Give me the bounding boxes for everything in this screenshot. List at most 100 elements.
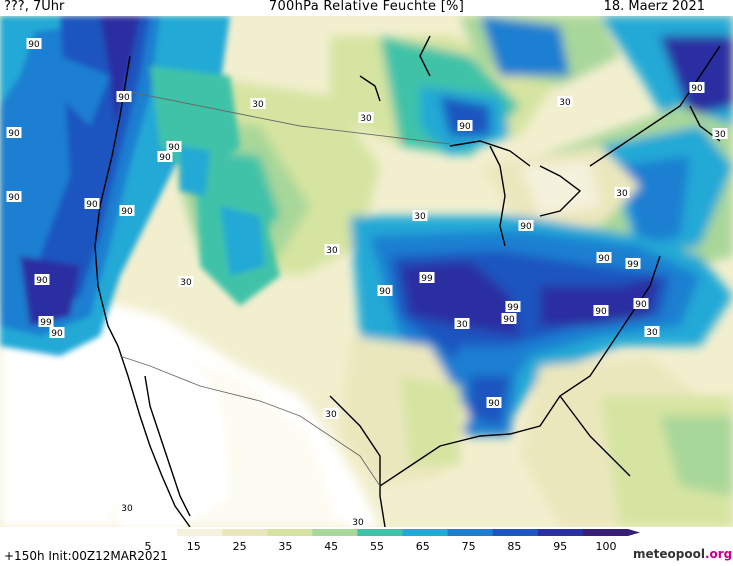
contour-label: 90	[518, 220, 534, 232]
contour-label-bg	[84, 198, 100, 209]
legend-tick-label: 35	[278, 540, 292, 553]
contour-label-text: 30	[325, 410, 337, 420]
legend-tick-label: 55	[370, 540, 384, 553]
contour-label: 30	[323, 408, 339, 420]
contour-label: 30	[350, 516, 366, 527]
contour-label-bg	[486, 397, 502, 408]
contour-label-bg	[633, 298, 649, 309]
coastlines	[94, 35, 721, 527]
legend-tick-label: 45	[324, 540, 338, 553]
contour-label-text: 90	[520, 222, 532, 232]
contour-label-text: 30	[456, 320, 468, 330]
contour-label-bg	[49, 327, 65, 338]
contour-label-text: 99	[421, 274, 433, 284]
legend-swatch	[492, 529, 539, 536]
brand-logo[interactable]: meteopool.org	[633, 547, 732, 561]
contour-label-bg	[119, 205, 135, 216]
contour-label-text: 90	[28, 40, 40, 50]
contour-label-bg	[250, 98, 266, 109]
contour-label-bg	[350, 516, 366, 527]
contour-label-text: 90	[379, 287, 391, 297]
legend-tick-label: 25	[233, 540, 247, 553]
contour-label: 99	[625, 258, 641, 270]
contour-label-text: 90	[635, 300, 647, 310]
contour-label: 99	[38, 316, 54, 328]
legend-tick-label: 85	[507, 540, 521, 553]
contour-label: 30	[614, 187, 630, 199]
legend-tick-label: 5	[145, 540, 152, 553]
contour-label-bg	[119, 502, 135, 513]
contour-label-text: 90	[168, 143, 180, 153]
contour-label-text: 90	[595, 307, 607, 317]
contour-label-text: 30	[121, 504, 133, 514]
contour-label: 90	[457, 120, 473, 132]
contour-label: 30	[119, 502, 135, 514]
contour-label-bg	[26, 38, 42, 49]
contour-label: 90	[6, 127, 22, 139]
contour-label-text: 30	[714, 130, 726, 140]
contour-label-bg	[157, 151, 173, 162]
forecast-init: +150h Init:00Z12MAR2021	[4, 549, 168, 563]
contour-label-bg	[166, 141, 182, 152]
contour-label: 90	[633, 298, 649, 310]
borders	[119, 91, 451, 487]
contour-label: 30	[178, 276, 194, 288]
contour-label-text: 30	[616, 189, 628, 199]
contour-label: 30	[412, 210, 428, 222]
contour-label: 30	[250, 98, 266, 110]
legend-swatch	[267, 529, 313, 536]
contour-label-text: 90	[598, 254, 610, 264]
contour-label: 30	[454, 318, 470, 330]
contour-label-text: 90	[159, 153, 171, 163]
legend-swatch	[132, 529, 178, 536]
legend-tick-label: 75	[462, 540, 476, 553]
contour-label: 90	[501, 313, 517, 325]
brand-name: meteopool	[633, 547, 705, 561]
contour-label-bg	[518, 220, 534, 231]
contour-label: 90	[689, 82, 705, 94]
legend-swatch	[582, 529, 629, 536]
contour-label-bg	[34, 274, 50, 285]
contour-label: 90	[377, 285, 393, 297]
valid-date: 18. Maerz 2021	[603, 0, 705, 14]
contour-label-bg	[644, 326, 660, 337]
contour-label-text: 90	[8, 193, 20, 203]
brand-tld: .org	[704, 547, 733, 561]
contour-label-bg	[6, 127, 22, 138]
contour-label: 90	[116, 91, 132, 103]
contour-label: 90	[34, 274, 50, 286]
legend-swatch	[177, 529, 223, 536]
legend-arrow	[628, 529, 640, 536]
legend-swatch	[222, 529, 268, 536]
legend-swatch	[312, 529, 358, 536]
valid-time: ???, 7Uhr	[4, 0, 65, 14]
humidity-map: 90 90 30 30 90 30 90 30 90 90 90 90 90 90 30 30 90 30 30 90…	[0, 16, 733, 527]
contour-label: 90	[157, 151, 173, 163]
contour-label: 30	[644, 326, 660, 338]
contour-label-bg	[178, 276, 194, 287]
legend-tick-label: 65	[416, 540, 430, 553]
legend-tick-label: 100	[596, 540, 617, 553]
contour-label-bg	[324, 244, 340, 255]
contour-label: 90	[26, 38, 42, 50]
contour-label-text: 90	[121, 207, 133, 217]
contour-label: 90	[593, 305, 609, 317]
contour-label-text: 30	[360, 114, 372, 124]
contour-label-text: 90	[503, 315, 515, 325]
contour-label-text: 30	[252, 100, 264, 110]
contour-label: 90	[119, 205, 135, 217]
contour-label: 90	[166, 141, 182, 153]
contour-label-text: 90	[691, 84, 703, 94]
contour-label-text: 90	[459, 122, 471, 132]
contour-label: 30	[712, 128, 728, 140]
legend-tick-label: 95	[553, 540, 567, 553]
contour-label-bg	[323, 408, 339, 419]
contour-label-bg	[377, 285, 393, 296]
legend-bar: 5 15 25 35 45 55 65 75 85 95 100	[132, 529, 640, 553]
contour-label-text: 30	[414, 212, 426, 222]
contour-label: 90	[49, 327, 65, 339]
legend-swatch	[537, 529, 584, 536]
contour-label: 90	[84, 198, 100, 210]
